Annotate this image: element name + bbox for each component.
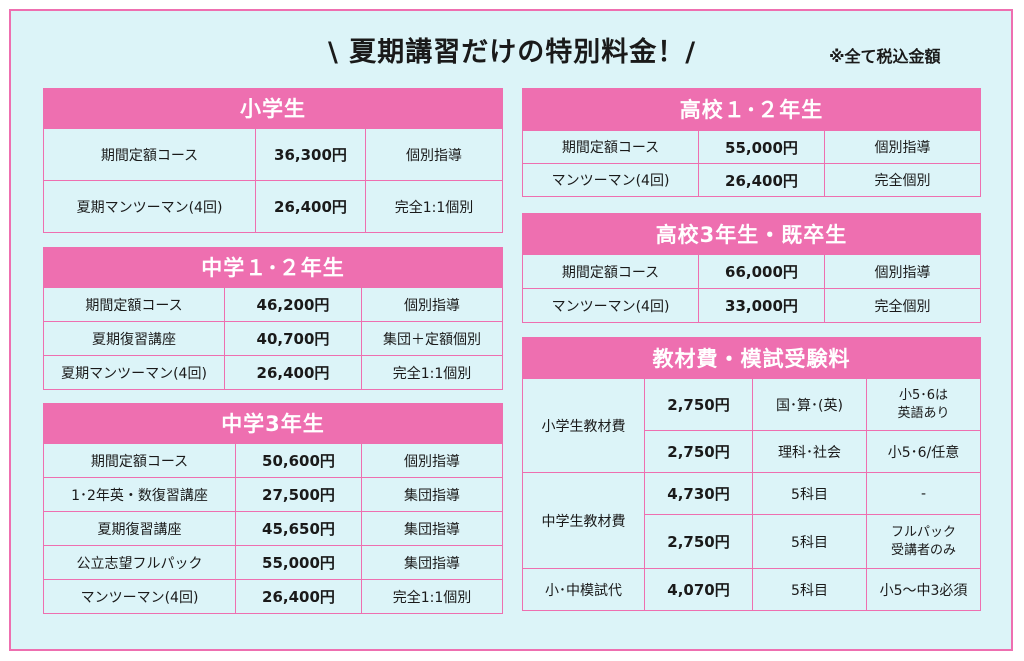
course-name: 期間定額コース [522, 130, 699, 164]
material-price: 2,750円 [644, 378, 753, 431]
price-table: 期間定額コース 50,600円 個別指導 1･2年英・数復習講座 27,500円… [43, 443, 503, 614]
material-price: 2,750円 [644, 430, 753, 473]
course-name: マンツーマン(4回) [522, 288, 699, 323]
course-price: 45,650円 [235, 511, 362, 546]
section-header: 中学１･２年生 [43, 247, 503, 287]
course-type: 集団指導 [361, 545, 503, 580]
course-type: 完全1:1個別 [365, 180, 503, 233]
course-price: 36,300円 [255, 128, 366, 181]
category-label: 小･中模試代 [522, 568, 645, 611]
course-price: 26,400円 [698, 163, 825, 197]
price-table: 期間定額コース 36,300円 個別指導 夏期マンツーマン(4回) 26,400… [43, 128, 503, 233]
table-row: 小･中模試代 4,070円 5科目 小5〜中3必須 [522, 568, 981, 611]
materials-section: 教材費・模試受験料 小学生教材費 2,750円 国･算･(英) 小5･6は 英語あ… [522, 337, 981, 611]
material-price: 4,730円 [644, 472, 753, 515]
table-row: マンツーマン(4回) 33,000円 完全個別 [522, 288, 981, 323]
course-type: 個別指導 [361, 443, 503, 478]
table-row: 期間定額コース 50,600円 個別指導 [43, 443, 503, 478]
course-price: 33,000円 [698, 288, 825, 323]
material-subject: 理科･社会 [752, 430, 867, 473]
table-row: 1･2年英・数復習講座 27,500円 集団指導 [43, 477, 503, 512]
course-name: 期間定額コース [522, 254, 699, 289]
table-row: 2,750円 理科･社会 小5･6/任意 [523, 430, 981, 473]
course-name: マンツーマン(4回) [522, 163, 699, 197]
course-price: 26,400円 [224, 355, 362, 390]
course-price: 66,000円 [698, 254, 825, 289]
course-type: 個別指導 [824, 254, 981, 289]
course-price: 50,600円 [235, 443, 362, 478]
table-row: 中学生教材費 4,730円 5科目 - [522, 472, 981, 569]
high12-section: 高校１･２年生 期間定額コース 55,000円 個別指導 マンツーマン(4回) … [522, 88, 981, 197]
course-price: 26,400円 [235, 579, 362, 614]
course-name: マンツーマン(4回) [43, 579, 236, 614]
table-row: 期間定額コース 46,200円 個別指導 [43, 287, 503, 322]
course-price: 55,000円 [698, 130, 825, 164]
course-type: 個別指導 [365, 128, 503, 181]
section-header: 高校3年生・既卒生 [522, 213, 981, 254]
course-type: 完全1:1個別 [361, 355, 503, 390]
course-type: 完全個別 [824, 163, 981, 197]
tax-note: ※全て税込金額 [829, 47, 941, 66]
category-label: 中学生教材費 [522, 472, 645, 569]
course-type: 完全個別 [824, 288, 981, 323]
course-price: 46,200円 [224, 287, 362, 322]
material-subject: 5科目 [752, 568, 867, 611]
table-row: マンツーマン(4回) 26,400円 完全1:1個別 [43, 579, 503, 614]
material-note: 小5〜中3必須 [866, 568, 981, 611]
material-subject: 5科目 [752, 472, 867, 515]
elementary-section: 小学生 期間定額コース 36,300円 個別指導 夏期マンツーマン(4回) 26… [43, 88, 503, 233]
table-row: 期間定額コース 36,300円 個別指導 [43, 128, 503, 181]
course-type: 個別指導 [361, 287, 503, 322]
material-price: 2,750円 [644, 514, 753, 569]
course-type: 集団指導 [361, 477, 503, 512]
table-row: 夏期復習講座 45,650円 集団指導 [43, 511, 503, 546]
materials-table: 小学生教材費 2,750円 国･算･(英) 小5･6は 英語あり 2,750円 理… [522, 378, 981, 611]
table-row: マンツーマン(4回) 26,400円 完全個別 [522, 163, 981, 197]
course-price: 40,700円 [224, 321, 362, 356]
page-title: \ 夏期講習だけの特別料金！/ [327, 37, 697, 68]
table-row: 2,750円 5科目 フルパック 受講者のみ [523, 514, 981, 569]
material-subject: 国･算･(英) [752, 378, 867, 431]
course-name: 期間定額コース [43, 443, 236, 478]
course-name: 期間定額コース [43, 128, 256, 181]
material-note: フルパック 受講者のみ [866, 514, 981, 569]
material-subject: 5科目 [752, 514, 867, 569]
course-type: 完全1:1個別 [361, 579, 503, 614]
course-name: 夏期復習講座 [43, 511, 236, 546]
course-name: 1･2年英・数復習講座 [43, 477, 236, 512]
table-row: 夏期マンツーマン(4回) 26,400円 完全1:1個別 [43, 355, 503, 390]
course-price: 26,400円 [255, 180, 366, 233]
course-type: 集団指導 [361, 511, 503, 546]
table-row: 公立志望フルパック 55,000円 集団指導 [43, 545, 503, 580]
material-note: 小5･6は 英語あり [866, 378, 981, 431]
course-name: 公立志望フルパック [43, 545, 236, 580]
table-row: 期間定額コース 55,000円 個別指導 [522, 130, 981, 164]
table-row: 小学生教材費 2,750円 国･算･(英) 小5･6は 英語あり [522, 378, 981, 473]
section-header: 教材費・模試受験料 [522, 337, 981, 378]
junior12-section: 中学１･２年生 期間定額コース 46,200円 個別指導 夏期復習講座 40,7… [43, 247, 503, 390]
course-name: 夏期マンツーマン(4回) [43, 180, 256, 233]
section-header: 中学3年生 [43, 403, 503, 443]
table-row: 夏期マンツーマン(4回) 26,400円 完全1:1個別 [43, 180, 503, 233]
material-price: 4,070円 [644, 568, 753, 611]
course-name: 期間定額コース [43, 287, 225, 322]
high3-section: 高校3年生・既卒生 期間定額コース 66,000円 個別指導 マンツーマン(4回… [522, 213, 981, 323]
section-header: 高校１･２年生 [522, 88, 981, 130]
junior3-section: 中学3年生 期間定額コース 50,600円 個別指導 1･2年英・数復習講座 2… [43, 403, 503, 614]
course-name: 夏期マンツーマン(4回) [43, 355, 225, 390]
material-note: - [866, 472, 981, 515]
price-table: 期間定額コース 55,000円 個別指導 マンツーマン(4回) 26,400円 … [522, 130, 981, 197]
material-note: 小5･6/任意 [866, 430, 981, 473]
course-type: 個別指導 [824, 130, 981, 164]
price-table: 期間定額コース 66,000円 個別指導 マンツーマン(4回) 33,000円 … [522, 254, 981, 323]
table-row: 期間定額コース 66,000円 個別指導 [522, 254, 981, 289]
table-row: 夏期復習講座 40,700円 集団＋定額個別 [43, 321, 503, 356]
course-name: 夏期復習講座 [43, 321, 225, 356]
section-header: 小学生 [43, 88, 503, 128]
course-type: 集団＋定額個別 [361, 321, 503, 356]
category-label: 小学生教材費 [522, 378, 645, 473]
price-table: 期間定額コース 46,200円 個別指導 夏期復習講座 40,700円 集団＋定… [43, 287, 503, 390]
course-price: 27,500円 [235, 477, 362, 512]
course-price: 55,000円 [235, 545, 362, 580]
